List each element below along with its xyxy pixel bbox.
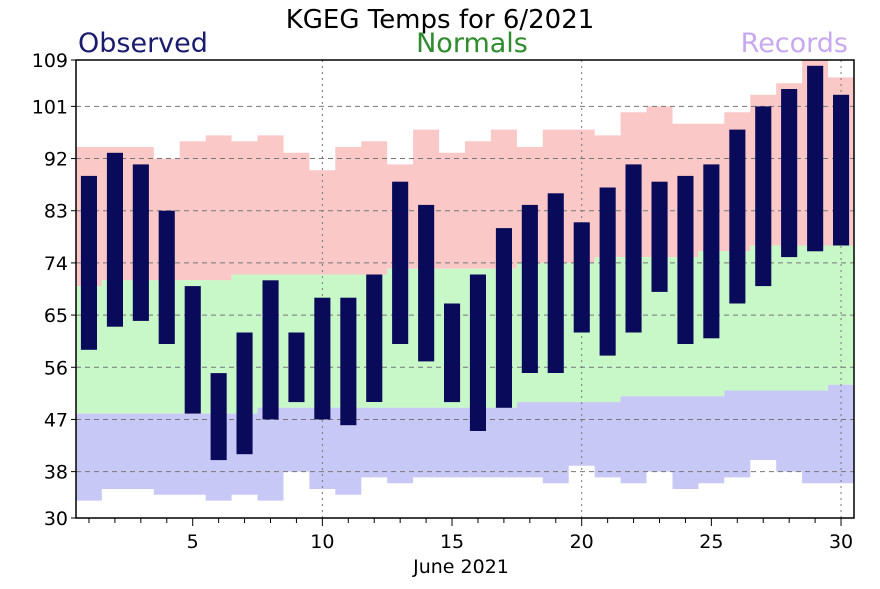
y-tick-label: 74 — [44, 253, 68, 275]
observed-bar — [210, 373, 227, 461]
y-tick-label: 38 — [44, 462, 68, 484]
observed-bar — [236, 332, 253, 455]
observed-bar — [573, 222, 590, 333]
observed-bar — [469, 274, 486, 431]
observed-bar — [392, 181, 409, 344]
observed-bar — [366, 274, 383, 402]
observed-bar — [106, 152, 123, 327]
plot-frame — [75, 59, 855, 519]
observed-bar — [703, 164, 720, 339]
observed-bar — [729, 129, 746, 304]
y-tick-label: 47 — [44, 409, 68, 431]
observed-bar — [521, 204, 538, 373]
observed-bar — [599, 187, 616, 356]
observed-bar — [314, 297, 331, 420]
y-tick-label: 30 — [44, 508, 68, 530]
observed-bar — [80, 175, 97, 350]
y-tick-label: 65 — [44, 305, 68, 327]
y-tick-label: 92 — [44, 149, 68, 171]
x-tick-label: 30 — [829, 531, 853, 553]
observed-bar — [625, 164, 642, 333]
y-tick-label: 101 — [32, 96, 68, 118]
observed-bar — [340, 297, 357, 426]
observed-bar — [807, 65, 824, 252]
x-tick-label: 5 — [187, 531, 199, 553]
observed-bar — [184, 286, 201, 414]
y-tick-label: 83 — [44, 201, 68, 223]
x-tick-label: 15 — [440, 531, 464, 553]
x-tick-label: 25 — [699, 531, 723, 553]
legend-observed: Observed — [78, 28, 208, 59]
observed-bar — [444, 303, 461, 403]
y-tick-label: 56 — [44, 357, 68, 379]
plot-area: 5 10 15 20 25 30 30 38 47 56 65 74 83 92 101 109 — [32, 50, 855, 553]
observed-bar — [781, 89, 798, 258]
legend-records: Records — [741, 28, 848, 59]
observed-bar — [677, 175, 694, 344]
chart-title: KGEG Temps for 6/2021 — [286, 5, 595, 35]
y-tick-label: 109 — [32, 50, 68, 72]
x-tick-label: 20 — [570, 531, 594, 553]
legend-normals: Normals — [416, 28, 528, 59]
observed-bar — [418, 204, 435, 362]
observed-bar — [495, 228, 512, 408]
observed-bar — [651, 181, 668, 292]
x-axis-title: June 2021 — [412, 556, 509, 578]
observed-bar — [132, 164, 149, 321]
observed-bar — [755, 106, 772, 287]
observed-bar — [547, 193, 564, 373]
observed-bar — [833, 94, 850, 246]
observed-bar — [288, 332, 305, 403]
x-tick-label: 10 — [310, 531, 334, 553]
observed-bar — [158, 210, 175, 344]
observed-bar — [262, 280, 279, 420]
